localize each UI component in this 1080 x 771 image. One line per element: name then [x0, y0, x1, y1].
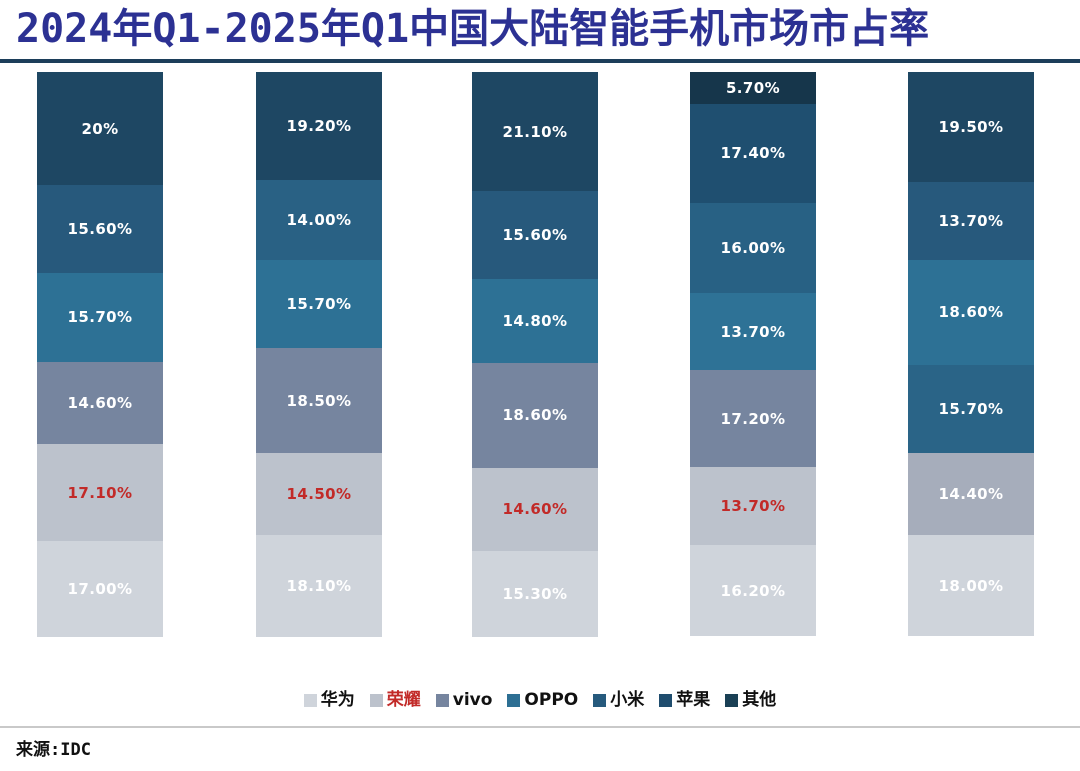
bar-column-2: 19.20% 14.00% 15.70% 18.50% 14.50% 18.10%: [256, 72, 382, 637]
legend-swatch-icon: [369, 694, 383, 707]
segment-value-label: 5.70%: [725, 79, 781, 98]
segment-value-label: 15.70%: [286, 294, 352, 313]
bar-segment: 15.70%: [908, 364, 1034, 454]
bar-segment: 21.10%: [472, 72, 598, 192]
bar-segment: 18.10%: [256, 534, 382, 637]
bar-segment: 18.60%: [472, 362, 598, 469]
bar-segment: 17.10%: [37, 444, 163, 541]
bar-segment: 15.60%: [472, 191, 598, 280]
bar-column-1: 20% 15.60% 15.70% 14.60% 17.10% 17.00%: [37, 72, 163, 637]
title-underline: [0, 59, 1080, 63]
segment-value-label: 21.10%: [502, 122, 568, 141]
legend-label: OPPO: [524, 690, 579, 710]
page-title: 2024年Q1-2025年Q1中国大陆智能手机市场市占率: [16, 6, 930, 52]
legend-swatch-icon: [725, 694, 739, 707]
bar-segment: 15.70%: [256, 259, 382, 349]
bar-column-5: 19.50% 13.70% 18.60% 15.70% 14.40% 18.00%: [908, 72, 1034, 637]
bar-segment: 18.00%: [908, 534, 1034, 637]
segment-value-label: 13.70%: [720, 497, 786, 516]
bar-segment: 13.70%: [690, 292, 816, 371]
bar-segment: 17.20%: [690, 370, 816, 468]
legend-item-荣耀: 荣耀: [369, 690, 421, 710]
bar-segment: 18.50%: [256, 348, 382, 453]
bar-segment: 19.50%: [908, 72, 1034, 183]
segment-value-label: 14.80%: [502, 312, 568, 331]
legend-item-其他: 其他: [725, 692, 776, 709]
legend-swatch-icon: [659, 694, 673, 707]
bar-segment: 18.60%: [908, 259, 1034, 365]
segment-value-label: 15.30%: [502, 584, 568, 603]
bar-segment: 17.00%: [37, 540, 163, 637]
segment-value-label: 18.60%: [938, 303, 1004, 322]
segment-value-label: 18.10%: [286, 576, 352, 595]
bar-segment: 16.20%: [690, 544, 816, 637]
segment-value-label: 14.60%: [67, 394, 133, 413]
segment-value-label: 16.00%: [720, 238, 786, 257]
bar-segment: 17.40%: [690, 104, 816, 203]
segment-value-label: 17.10%: [67, 483, 133, 502]
legend-label: 华为: [320, 690, 355, 710]
chart-legend: 华为 荣耀 vivo OPPO 小米 苹果 其他: [0, 692, 1080, 709]
stacked-bar-chart: 20% 15.60% 15.70% 14.60% 17.10% 17.00% 19.20% 1…: [0, 72, 1080, 637]
legend-label: vivo: [452, 690, 493, 710]
bar-segment: 20%: [37, 72, 163, 185]
legend-label: 苹果: [676, 690, 711, 710]
source-label: 来源:IDC: [16, 740, 91, 760]
segment-value-label: 16.20%: [720, 581, 786, 600]
legend-label: 小米: [610, 690, 645, 710]
legend-swatch-icon: [507, 694, 521, 707]
legend-swatch-icon: [435, 694, 449, 707]
segment-value-label: 13.70%: [938, 211, 1004, 230]
footer-divider: [0, 726, 1080, 728]
segment-value-label: 15.70%: [938, 399, 1004, 418]
bar-segment: 14.50%: [256, 452, 382, 535]
segment-value-label: 20%: [81, 119, 119, 138]
segment-value-label: 17.00%: [67, 579, 133, 598]
segment-value-label: 15.60%: [67, 220, 133, 239]
segment-value-label: 17.40%: [720, 144, 786, 163]
legend-item-小米: 小米: [593, 692, 644, 709]
legend-item-vivo: vivo: [435, 690, 493, 710]
segment-value-label: 14.40%: [938, 485, 1004, 504]
segment-value-label: 13.70%: [720, 322, 786, 341]
segment-value-label: 18.50%: [286, 391, 352, 410]
bar-segment: 15.60%: [37, 185, 163, 274]
bar-segment: 15.30%: [472, 550, 598, 637]
segment-value-label: 19.50%: [938, 118, 1004, 137]
segment-value-label: 14.60%: [502, 500, 568, 519]
legend-item-苹果: 苹果: [659, 692, 710, 709]
segment-value-label: 18.60%: [502, 406, 568, 425]
bar-segment: 14.00%: [256, 180, 382, 260]
legend-label: 荣耀: [386, 690, 421, 710]
bar-segment: 14.60%: [37, 361, 163, 445]
legend-swatch-icon: [303, 694, 317, 707]
segment-value-label: 14.50%: [286, 484, 352, 503]
legend-item-华为: 华为: [303, 690, 355, 710]
segment-value-label: 15.70%: [67, 308, 133, 327]
bar-segment: 13.70%: [908, 182, 1034, 260]
bar-segment: 19.20%: [256, 72, 382, 181]
segment-value-label: 15.60%: [502, 226, 568, 245]
bar-segment: 13.70%: [690, 467, 816, 545]
bar-segment: 14.80%: [472, 279, 598, 363]
bar-column-4: 5.70% 17.40% 16.00% 13.70% 17.20% 13.70% 16.20…: [690, 72, 816, 637]
legend-swatch-icon: [593, 694, 607, 707]
bar-segment: 14.40%: [908, 453, 1034, 535]
segment-value-label: 18.00%: [938, 576, 1004, 595]
bar-column-3: 21.10% 15.60% 14.80% 18.60% 14.60% 15.30%: [472, 72, 598, 637]
segment-value-label: 19.20%: [286, 117, 352, 136]
bar-segment: 14.60%: [472, 468, 598, 551]
segment-value-label: 17.20%: [720, 409, 786, 428]
legend-item-OPPO: OPPO: [507, 692, 578, 709]
bar-segment: 5.70%: [690, 72, 816, 105]
legend-label: 其他: [742, 690, 777, 710]
bar-segment: 15.70%: [37, 273, 163, 362]
bar-segment: 16.00%: [690, 202, 816, 293]
segment-value-label: 14.00%: [286, 211, 352, 230]
